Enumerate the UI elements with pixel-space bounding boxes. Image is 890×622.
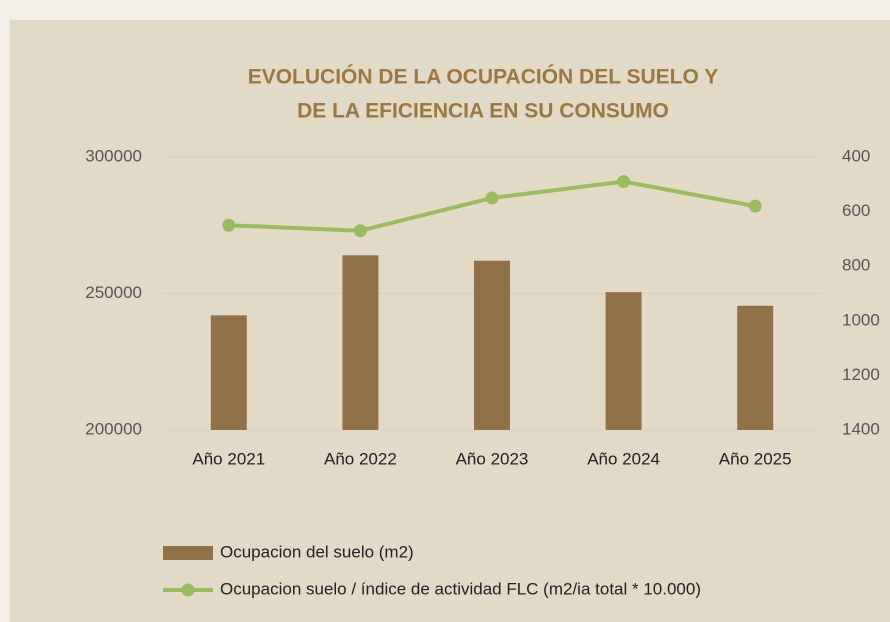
x-tick-label: Año 2021 — [192, 449, 265, 468]
y2-tick-label: 1000 — [842, 310, 880, 329]
legend-label: Ocupacion del suelo (m2) — [220, 542, 414, 561]
line-marker — [748, 199, 762, 213]
legend-label: Ocupacion suelo / índice de actividad FL… — [220, 579, 701, 598]
line-marker — [617, 175, 631, 189]
bar — [737, 305, 774, 430]
y2-tick-label: 400 — [842, 146, 870, 165]
bar — [210, 315, 247, 430]
y2-tick-label: 1200 — [842, 365, 880, 384]
line-marker — [485, 191, 499, 205]
bar — [342, 255, 379, 430]
x-tick-label: Año 2023 — [456, 449, 529, 468]
bar — [605, 292, 642, 430]
x-tick-label: Año 2025 — [719, 449, 792, 468]
x-tick-label: Año 2024 — [587, 449, 660, 468]
y-tick-label: 200000 — [85, 419, 142, 438]
legend-swatch — [181, 583, 195, 597]
chart-title: EVOLUCIÓN DE LA OCUPACIÓN DEL SUELO Y — [248, 65, 719, 89]
bar — [474, 260, 510, 430]
chart-title: DE LA EFICIENCIA EN SU CONSUMO — [297, 100, 669, 123]
line-marker — [353, 224, 367, 238]
y-tick-label: 300000 — [85, 146, 142, 165]
y2-tick-label: 600 — [842, 201, 870, 220]
legend-swatch — [163, 546, 213, 560]
y2-tick-label: 800 — [842, 256, 870, 275]
y-tick-label: 250000 — [85, 283, 142, 302]
x-tick-label: Año 2022 — [324, 449, 397, 468]
y2-tick-label: 1400 — [842, 419, 880, 438]
line-marker — [222, 218, 236, 232]
